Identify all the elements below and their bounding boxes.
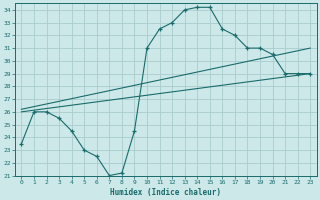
X-axis label: Humidex (Indice chaleur): Humidex (Indice chaleur) bbox=[110, 188, 221, 197]
